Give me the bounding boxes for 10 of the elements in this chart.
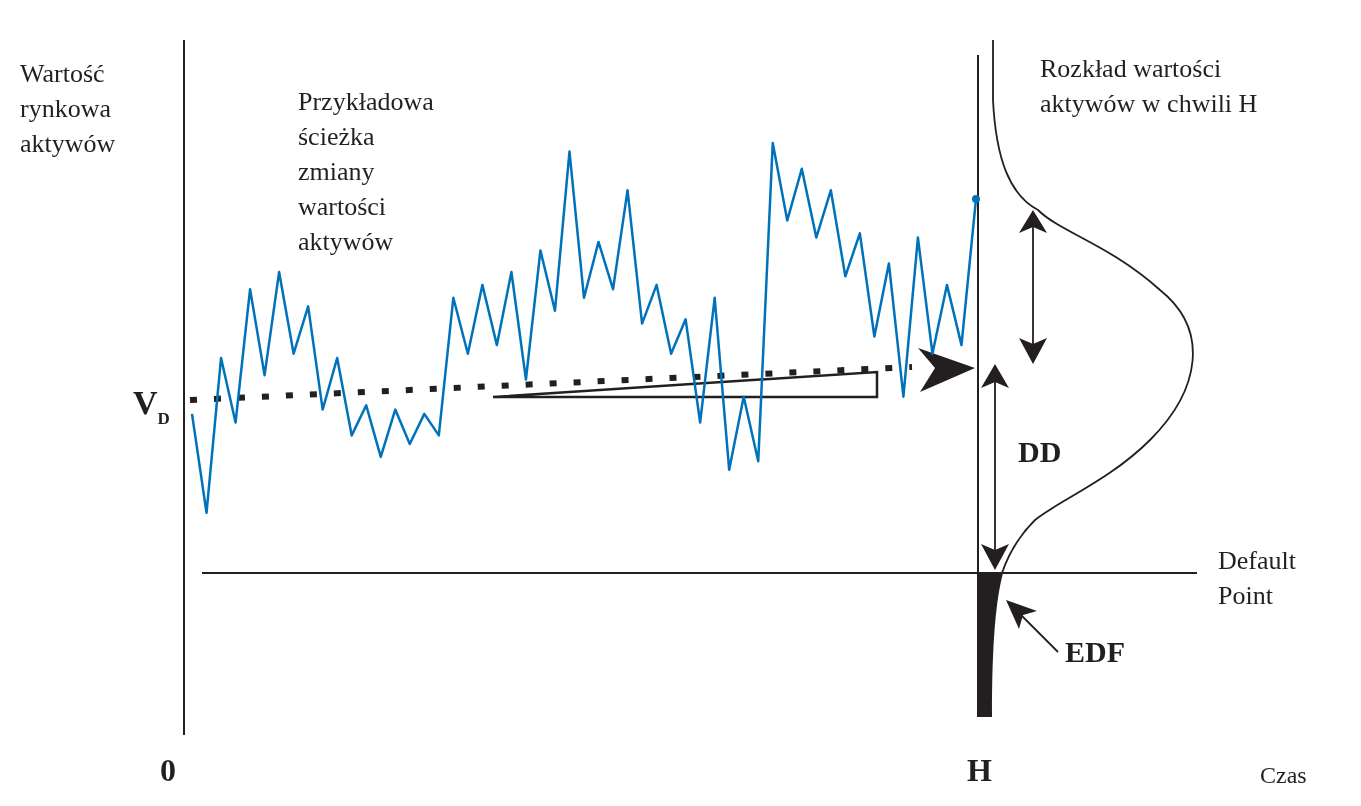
y-axis-title: Wartość rynkowa aktywów [20,59,116,158]
text: EDF [1065,635,1125,668]
annotation: Przykładowa ścieżka zmiany wartości aktywów [298,87,435,256]
text: Czas [1260,762,1307,788]
text: Rozkład wartości aktywów w chwili H [1040,54,1258,118]
text: DD [1018,435,1062,468]
text: H [967,752,992,788]
text: V$_{D}$ [133,384,170,428]
text: Default Point [1218,546,1297,610]
text: 0 [160,752,176,788]
